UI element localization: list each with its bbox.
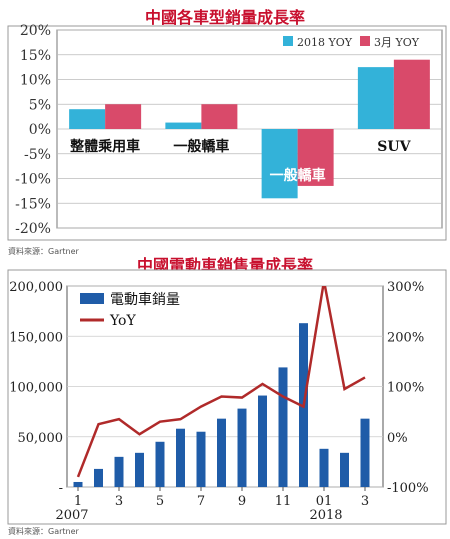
chart2-x-group-label: 2007 xyxy=(55,508,88,523)
chart1-legend-swatch xyxy=(360,36,370,46)
chart2-y-right-tick-label: 0% xyxy=(387,431,408,446)
chart2-source: 資料來源：Gartner xyxy=(8,527,79,536)
chart1-category-label: 一般轎車 xyxy=(270,167,326,184)
chart1-y-tick-label: 20% xyxy=(20,23,51,39)
chart1: 20%15%10%5%0%-5%-10%-15%-20%整體乘用車 一般轎車一般轎… xyxy=(7,23,447,241)
chart2-bar xyxy=(340,452,349,487)
chart1-bar xyxy=(201,104,238,129)
chart2-x-group-label: 2018 xyxy=(309,508,342,523)
chart1-category-label: 整體乘用車 xyxy=(69,138,140,155)
chart2-y-right-tick-label: 100% xyxy=(387,381,424,396)
chart2-x-tick-label: 11 xyxy=(275,494,292,509)
chart2-x-tick-label: 01 xyxy=(316,494,333,509)
chart1-y-tick-label: -10% xyxy=(15,172,51,188)
chart2-plot-area xyxy=(66,285,384,488)
chart1-y-tick-label: 0% xyxy=(29,122,51,138)
chart1-y-tick-label: 10% xyxy=(20,73,51,89)
chart1-source: 資料來源：Gartner xyxy=(8,247,79,256)
chart2-y-left-tick-label: 50,000 xyxy=(18,431,64,446)
chart2-y-right-tick-label: 300% xyxy=(387,280,424,295)
chart2-bar xyxy=(176,428,185,487)
chart2-x-tick-label: 3 xyxy=(115,494,123,509)
chart2-x-tick-label: 3 xyxy=(361,494,369,509)
chart1-y-tick-label: -5% xyxy=(24,147,51,163)
chart2-legend-swatch xyxy=(80,293,104,304)
chart2-x-tick-label: 1 xyxy=(74,494,82,509)
chart2-bar xyxy=(155,441,165,487)
chart1-y-tick-label: 5% xyxy=(29,97,51,113)
chart1-bar xyxy=(261,129,298,199)
chart1-category-label: 一般轎車 xyxy=(173,138,229,155)
chart2-x-tick-label: 5 xyxy=(156,494,164,509)
chart1-y-tick-label: -20% xyxy=(15,221,51,237)
chart2-x-tick-label: 7 xyxy=(197,494,205,509)
chart2-y-left-tick-label: 150,000 xyxy=(9,330,63,345)
chart1-y-tick-label: 15% xyxy=(20,48,51,64)
chart1-category-label: SUV xyxy=(377,139,411,155)
chart2-bar xyxy=(319,448,329,487)
chart2-y-right-tick-label: -100% xyxy=(387,481,429,496)
chart2-bar xyxy=(299,323,308,487)
chart1-bar xyxy=(165,122,202,129)
chart1-bar xyxy=(297,129,334,186)
chart2-bar xyxy=(360,418,370,487)
chart2-y-left-tick-label: 200,000 xyxy=(9,280,63,295)
chart1-bar xyxy=(357,67,394,129)
chart2-frame xyxy=(7,269,447,525)
chart1-bar xyxy=(393,59,430,130)
chart2-bar xyxy=(217,418,226,487)
chart2-x-tick-label: 9 xyxy=(238,494,246,509)
chart2-y-left-tick-label: 100,000 xyxy=(9,381,63,396)
chart1-legend-swatch xyxy=(283,36,293,46)
chart2-yoy-line xyxy=(76,286,366,478)
chart2-bar xyxy=(237,408,247,487)
chart2-bar xyxy=(258,395,267,487)
chart2-bar xyxy=(94,468,103,487)
chart2-bar xyxy=(135,452,144,487)
chart1-y-tick-label: -15% xyxy=(15,196,51,212)
chart2-legend-label: YoY xyxy=(109,313,136,329)
chart2-y-left-tick-label: - xyxy=(59,481,63,496)
chart2-bar xyxy=(114,456,124,487)
chart1-legend-label: 3月 YOY xyxy=(374,36,420,49)
chart2-legend-label: 電動車銷量 xyxy=(110,291,180,308)
chart2-bar xyxy=(73,481,83,487)
chart2-bar xyxy=(196,431,206,487)
chart2-bar xyxy=(278,367,288,487)
chart1-title: 中國各車型銷量成長率 xyxy=(144,8,305,27)
chart1-bar xyxy=(69,109,106,129)
chart2-y-right-tick-label: 200% xyxy=(387,330,424,345)
chart1-bar xyxy=(105,104,142,129)
chart1-legend-label: 2018 YOY xyxy=(297,36,353,49)
